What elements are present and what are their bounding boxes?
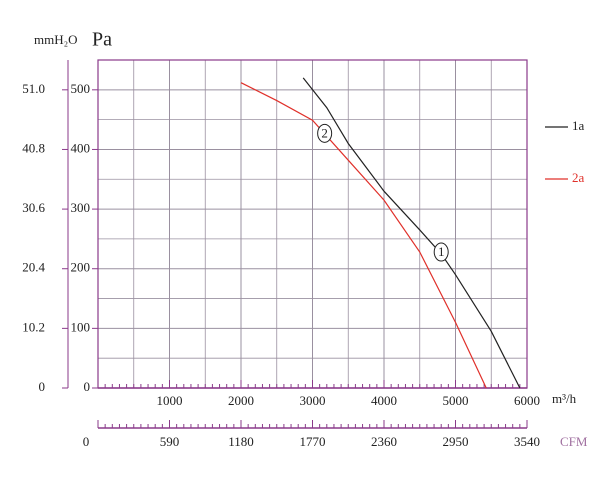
x-tick-label: 3000 <box>300 393 326 408</box>
y-tick-label: 300 <box>71 200 91 215</box>
y-tick-label: 0 <box>84 379 91 394</box>
y2-tick-label: 10.2 <box>22 319 45 334</box>
annotation-circle <box>433 242 449 262</box>
annotation-label: 2 <box>321 125 328 140</box>
y-tick-label: 500 <box>71 81 91 96</box>
legend-label: 2a <box>572 170 585 185</box>
annotation-circle <box>317 123 333 143</box>
x2-tick-label: 0 <box>83 434 90 449</box>
x2-tick-label: 1770 <box>300 434 326 449</box>
y2-tick-label: 51.0 <box>22 81 45 96</box>
y2-tick-label: 40.8 <box>22 140 45 155</box>
x-tick-label: 1000 <box>157 393 183 408</box>
x-tick-label: 6000 <box>514 393 540 408</box>
legend-label: 1a <box>572 118 585 133</box>
x-tick-label: 2000 <box>228 393 254 408</box>
y2-axis-label: mmH₂O <box>34 32 78 47</box>
y-tick-label: 200 <box>71 260 91 275</box>
x2-tick-label: 2360 <box>371 434 397 449</box>
y-axis-label: Pa <box>92 29 112 51</box>
annotation-label: 1 <box>438 244 445 259</box>
y-tick-label: 100 <box>71 319 91 334</box>
x2-tick-label: 3540 <box>514 434 540 449</box>
x-tick-label: 4000 <box>371 393 397 408</box>
series-line <box>302 77 521 389</box>
x-axis-label: m³/h <box>552 391 577 406</box>
y2-tick-label: 30.6 <box>22 200 45 215</box>
y-tick-label: 400 <box>71 140 91 155</box>
x2-tick-label: 2950 <box>443 434 469 449</box>
series-line <box>240 82 487 389</box>
y2-tick-label: 20.4 <box>22 260 45 275</box>
x2-axis-label: CFM <box>560 434 588 449</box>
y2-tick-label: 0 <box>39 379 46 394</box>
x2-tick-label: 590 <box>160 434 180 449</box>
x2-tick-label: 1180 <box>228 434 254 449</box>
x-tick-label: 5000 <box>443 393 469 408</box>
